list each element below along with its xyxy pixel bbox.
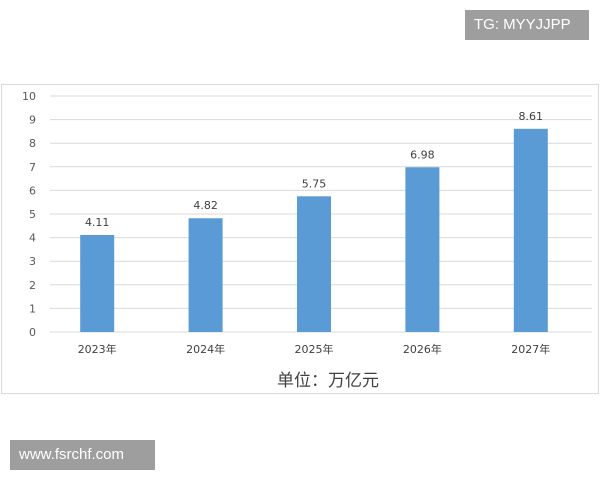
y-tick-label: 1 — [29, 302, 36, 315]
bar — [188, 218, 223, 332]
y-tick-label: 7 — [29, 161, 36, 174]
x-axis-ticks: 2023年 2024年 2025年 2026年 2027年 — [78, 342, 551, 356]
y-tick-label: 8 — [29, 137, 36, 150]
bar — [80, 235, 115, 332]
x-tick-label: 2025年 — [295, 342, 334, 356]
data-label: 5.75 — [302, 177, 327, 190]
x-tick-label: 2024年 — [186, 342, 225, 356]
data-label: 8.61 — [519, 110, 544, 123]
bar — [513, 128, 548, 332]
y-tick-label: 0 — [29, 326, 36, 339]
x-tick-label: 2026年 — [403, 342, 442, 356]
y-tick-label: 2 — [29, 279, 36, 292]
data-label: 4.11 — [85, 216, 110, 229]
x-tick-label: 2027年 — [511, 342, 550, 356]
y-tick-label: 10 — [22, 90, 36, 103]
y-tick-label: 5 — [29, 208, 36, 221]
y-tick-label: 3 — [29, 255, 36, 268]
data-label: 4.82 — [193, 199, 218, 212]
y-tick-label: 4 — [29, 232, 36, 245]
y-tick-label: 6 — [29, 184, 36, 197]
y-tick-label: 9 — [29, 114, 36, 127]
data-label: 6.98 — [410, 148, 435, 161]
x-tick-label: 2023年 — [78, 342, 117, 356]
watermark-tg: TG: MYYJJPP — [465, 10, 589, 40]
bar — [405, 167, 440, 332]
x-axis-label: 单位：万亿元 — [277, 371, 379, 391]
bar — [297, 196, 331, 332]
y-axis-ticks: 0 1 2 3 4 5 6 7 8 9 10 — [22, 90, 36, 339]
bars: 4.11 4.82 5.75 6.98 8.61 — [80, 110, 548, 332]
bar-chart: 0 1 2 3 4 5 6 7 8 9 10 4.11 4.82 5.75 6.98 8.61 2023年 2… — [1, 84, 599, 394]
watermark-website: www.fsrchf.com — [10, 440, 155, 470]
